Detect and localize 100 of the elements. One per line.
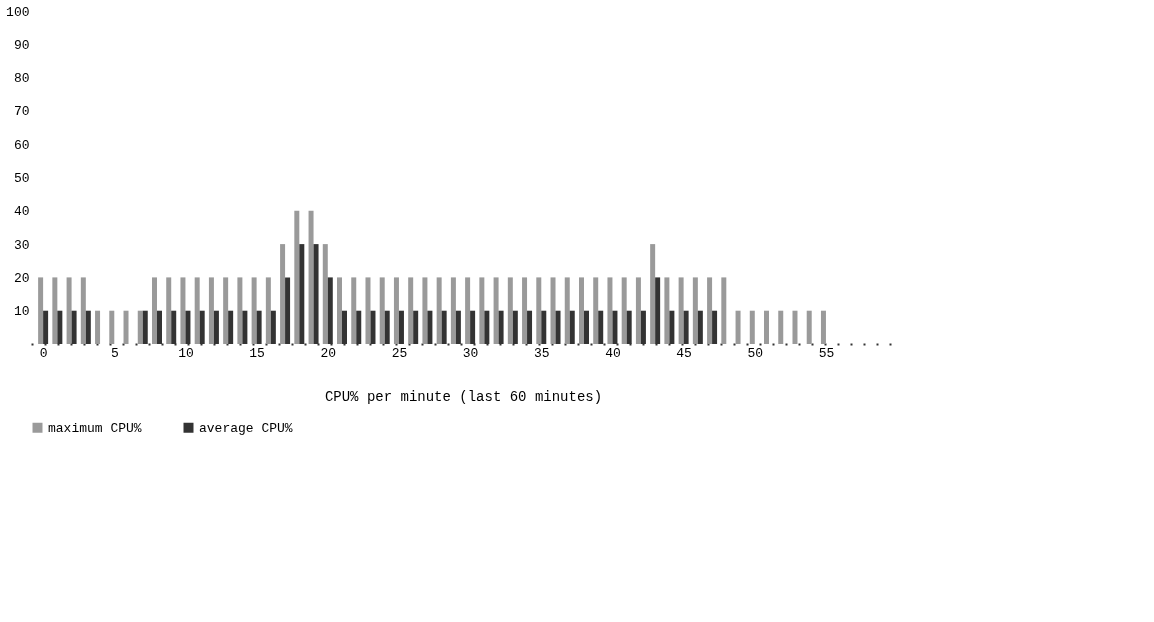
- bar: [256, 310, 262, 344]
- bar: [379, 277, 385, 344]
- x-tick-label: 55: [818, 345, 835, 361]
- bar: [151, 277, 157, 344]
- bar: [820, 310, 826, 344]
- bar: [507, 277, 513, 344]
- y-tick-label: 100: [6, 4, 30, 20]
- bar: [242, 310, 248, 344]
- bar: [550, 277, 556, 344]
- bar: [52, 277, 58, 344]
- bar: [612, 310, 618, 344]
- bar: [422, 277, 428, 344]
- y-tick-label: 20: [13, 270, 30, 286]
- bar: [337, 277, 343, 344]
- bar: [792, 310, 798, 344]
- bar: [38, 277, 44, 344]
- bar: [299, 244, 305, 344]
- bar: [707, 277, 713, 344]
- bar: [365, 277, 371, 344]
- bar: [465, 277, 471, 344]
- bar: [441, 310, 447, 344]
- y-tick-label: 80: [13, 71, 30, 87]
- y-tick-label: 10: [13, 304, 30, 320]
- bar: [555, 310, 561, 344]
- y-tick-label: 40: [13, 204, 30, 220]
- bar: [398, 310, 404, 344]
- bar: [351, 277, 357, 344]
- bar: [95, 310, 101, 344]
- bar: [194, 277, 200, 344]
- x-tick-label: 40: [605, 345, 621, 361]
- bar: [593, 277, 599, 344]
- bar: [270, 310, 276, 344]
- bar: [408, 277, 414, 344]
- bar: [583, 310, 589, 344]
- x-axis-title: CPU% per minute (last 60 minutes): [324, 388, 603, 405]
- bar: [208, 277, 214, 344]
- bar: [569, 310, 575, 344]
- bar: [493, 277, 499, 344]
- bar: [237, 277, 243, 344]
- bar: [455, 310, 461, 344]
- legend-label: maximum CPU%: [48, 420, 142, 436]
- y-tick-label: 60: [13, 137, 30, 153]
- bar: [712, 310, 718, 344]
- bar: [479, 277, 485, 344]
- bar: [322, 244, 328, 344]
- bar: [664, 277, 670, 344]
- bar: [137, 310, 143, 344]
- x-tick-label: 15: [249, 345, 265, 361]
- bar: [598, 310, 604, 344]
- bar: [180, 277, 186, 344]
- bar: [692, 277, 698, 344]
- x-tick-label: 10: [178, 345, 194, 361]
- y-tick-label: 30: [13, 237, 30, 253]
- bar: [393, 277, 399, 344]
- bar: [806, 310, 812, 344]
- y-tick-label: 90: [13, 37, 30, 53]
- bar: [156, 310, 162, 344]
- bar: [413, 310, 419, 344]
- bar: [635, 277, 641, 344]
- bar: [308, 210, 314, 344]
- bar: [251, 277, 257, 344]
- x-tick-label: 45: [676, 345, 692, 361]
- bar: [650, 244, 656, 344]
- x-tick-label: 5: [110, 345, 119, 361]
- bar: [80, 277, 86, 344]
- bar: [678, 277, 684, 344]
- bar: [778, 310, 784, 344]
- bar: [564, 277, 570, 344]
- bar: [427, 310, 433, 344]
- bar: [749, 310, 755, 344]
- bar: [66, 277, 72, 344]
- bar: [166, 277, 172, 344]
- bar: [697, 310, 703, 344]
- x-tick-label: 0: [39, 345, 48, 361]
- bar: [522, 277, 528, 344]
- y-tick-label: 50: [13, 171, 30, 186]
- bar: [735, 310, 741, 344]
- bar: [578, 277, 584, 344]
- y-tick-label: 70: [13, 104, 30, 120]
- bar: [536, 277, 542, 344]
- bar: [384, 310, 390, 344]
- x-tick-label: 50: [747, 345, 764, 361]
- bar: [85, 310, 91, 344]
- bar: [123, 310, 129, 344]
- x-tick-label: 25: [391, 345, 408, 361]
- bar: [285, 277, 291, 344]
- bar: [764, 310, 770, 344]
- bar: [294, 210, 300, 344]
- bar: [450, 277, 456, 344]
- legend-label: average CPU%: [199, 420, 293, 436]
- bar: [109, 310, 115, 344]
- bar: [721, 277, 727, 344]
- bar: [223, 277, 229, 344]
- bar: [607, 277, 613, 344]
- x-tick-label: 20: [320, 345, 337, 361]
- x-tick-label: 35: [533, 345, 550, 361]
- bar: [265, 277, 271, 344]
- bar: [683, 310, 689, 344]
- bar: [621, 277, 627, 344]
- x-tick-label: 30: [462, 345, 479, 361]
